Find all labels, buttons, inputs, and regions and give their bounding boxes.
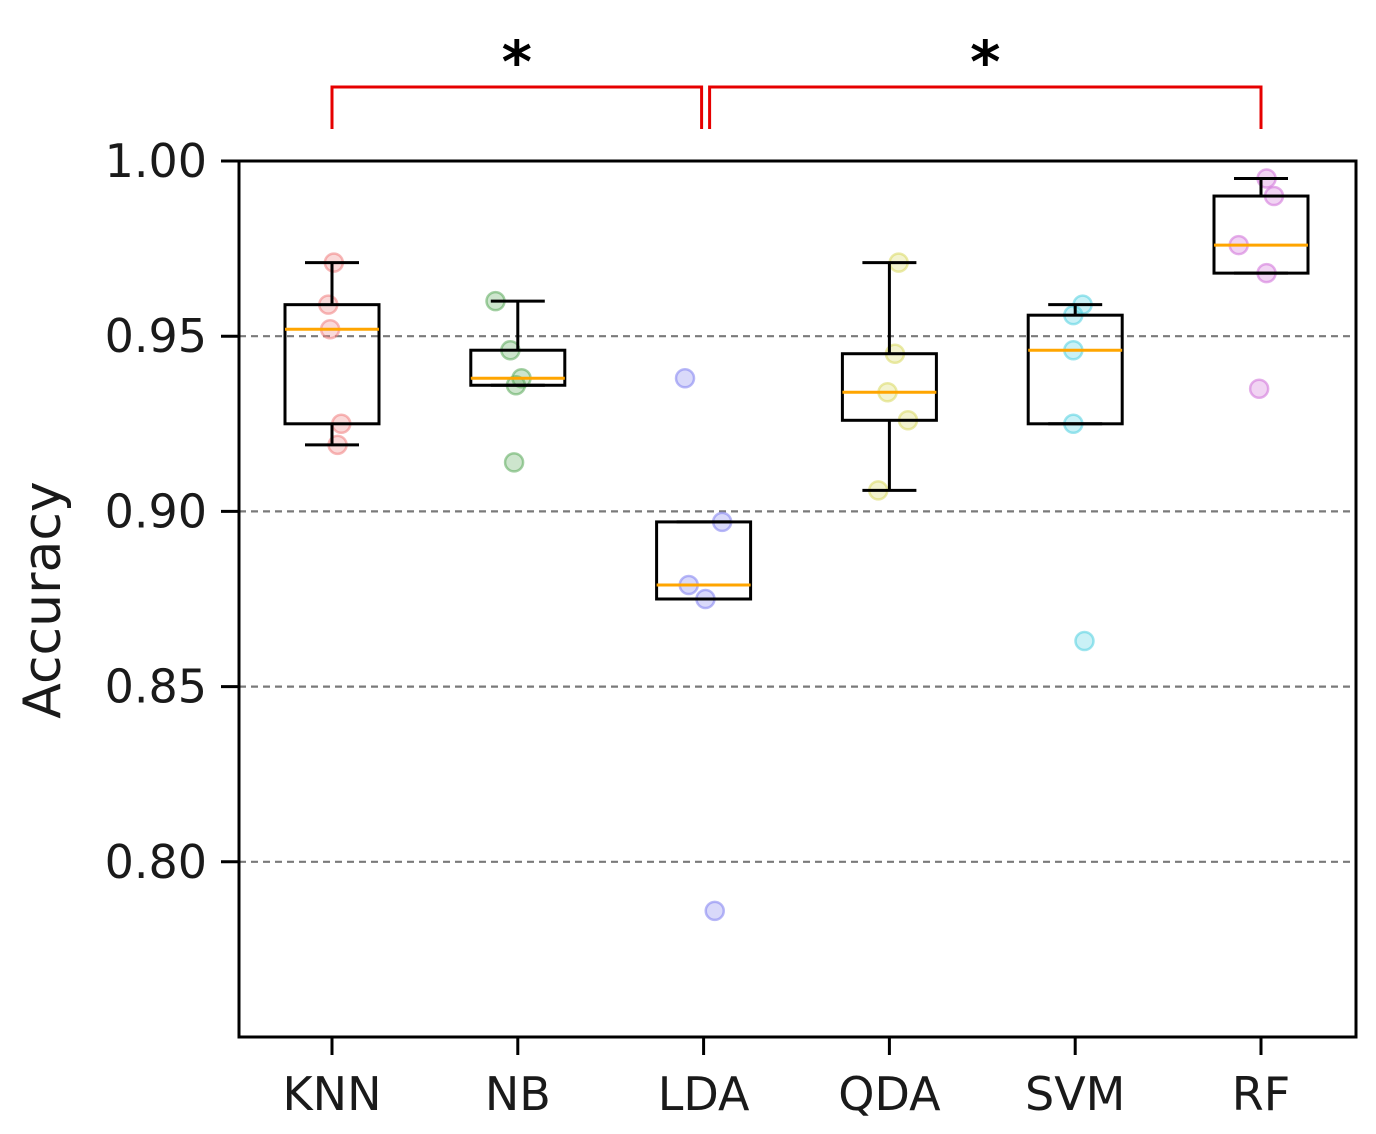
box-rf [1212,177,1310,275]
y-axis-label: Accuracy [13,481,73,718]
box-iqr [1212,194,1310,275]
significance-bracket [708,85,1263,129]
y-tick-label: 0.95 [105,309,207,363]
box-svm [1026,303,1124,426]
x-tick-label: SVM [1025,1067,1125,1121]
y-tick-label: 0.85 [105,660,207,714]
box-qda [840,261,938,492]
data-point [674,367,696,389]
x-tick-label: NB [485,1067,551,1121]
box-lda [655,520,753,601]
data-point [1074,630,1095,652]
plot-area-frame [237,159,1358,1039]
grid-lines [239,335,1356,863]
significance-annotations: * * [330,28,1263,129]
x-tick-label: QDA [838,1067,941,1121]
box-iqr [840,352,938,422]
significance-star: * [970,28,1000,96]
x-tick-label: LDA [658,1067,750,1121]
y-tick-label: 1.00 [105,134,207,188]
x-tick-label: KNN [283,1067,382,1121]
data-point [503,452,525,473]
box-iqr [469,348,567,387]
significance-bracket [330,85,704,129]
box-iqr [1026,313,1124,426]
y-tick-label: 0.80 [105,835,207,889]
box-knn [283,261,381,447]
y-axis: 0.80 0.85 0.90 0.95 1.00 [105,134,239,889]
x-tick-label: RF [1232,1067,1290,1121]
data-point [704,900,725,922]
box-iqr [655,520,753,601]
box-iqr [283,303,381,426]
boxes [283,177,1310,601]
significance-star: * [502,28,532,96]
data-point [1248,378,1270,400]
x-axis: KNN NB LDA QDA SVM RF [283,1037,1290,1121]
y-tick-label: 0.90 [105,484,207,538]
box-nb [469,299,567,387]
data-points [318,168,1285,922]
